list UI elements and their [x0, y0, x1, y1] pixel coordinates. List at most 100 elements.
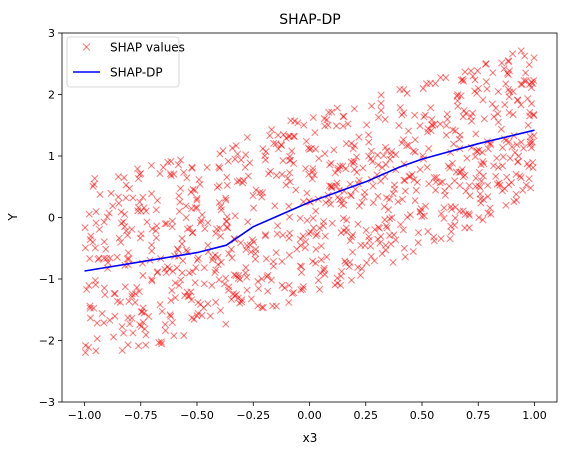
scatter-point [436, 179, 444, 187]
scatter-point [303, 216, 311, 225]
scatter-point [287, 117, 295, 125]
scatter-point [188, 163, 196, 171]
scatter-point [93, 319, 101, 327]
scatter-point [472, 147, 481, 155]
scatter-point [423, 163, 431, 171]
scatter-point [243, 241, 251, 250]
scatter-point [363, 259, 371, 267]
scatter-point [406, 211, 414, 219]
scatter-point [171, 294, 179, 302]
scatter-point [142, 341, 150, 349]
scatter-point [227, 245, 235, 253]
y-tick-label: 1 [48, 150, 55, 163]
scatter-point [309, 257, 317, 265]
scatter-points [81, 47, 538, 357]
scatter-point [92, 219, 100, 227]
scatter-point [81, 348, 90, 357]
scatter-point [314, 276, 323, 284]
scatter-point [416, 208, 424, 216]
scatter-point [473, 89, 481, 97]
scatter-point [441, 187, 449, 195]
scatter-point [297, 268, 306, 277]
scatter-point [86, 314, 95, 322]
scatter-point [119, 218, 128, 226]
scatter-point [477, 161, 485, 169]
scatter-point [161, 220, 169, 228]
scatter-point [325, 108, 333, 116]
scatter-point [449, 126, 457, 134]
scatter-point [134, 342, 143, 350]
scatter-point [494, 110, 502, 118]
scatter-point [403, 141, 411, 150]
scatter-point [486, 141, 495, 149]
scatter-point [369, 182, 377, 190]
scatter-point [365, 138, 373, 146]
scatter-point [296, 214, 304, 222]
scatter-point [504, 85, 513, 94]
scatter-point [238, 296, 246, 304]
scatter-point [332, 122, 341, 130]
scatter-point [454, 102, 462, 110]
scatter-point [325, 196, 333, 204]
scatter-point [456, 207, 464, 215]
scatter-point [390, 185, 399, 193]
scatter-point [467, 117, 476, 125]
scatter-point [522, 77, 530, 85]
scatter-point [128, 225, 136, 233]
scatter-point [519, 144, 528, 152]
scatter-point [382, 194, 391, 202]
scatter-point [408, 171, 416, 179]
scatter-point [242, 151, 250, 159]
scatter-point [526, 138, 534, 146]
scatter-point [254, 277, 262, 286]
scatter-point [223, 173, 231, 181]
scatter-point [388, 214, 396, 222]
scatter-point [349, 159, 358, 167]
scatter-point [348, 248, 357, 256]
scatter-point [279, 231, 287, 239]
scatter-point [411, 148, 419, 156]
scatter-point [107, 189, 115, 197]
scatter-point [222, 217, 231, 225]
scatter-point [382, 222, 391, 230]
scatter-point [528, 100, 536, 108]
scatter-point [117, 208, 125, 216]
x-axis-label: x3 [303, 431, 318, 445]
scatter-point [440, 204, 448, 212]
scatter-point [193, 204, 201, 212]
scatter-point [430, 174, 438, 182]
scatter-point [118, 322, 126, 331]
scatter-point [215, 164, 224, 172]
scatter-point [319, 222, 327, 230]
scatter-point [176, 184, 185, 193]
scatter-point [96, 190, 104, 199]
scatter-point [220, 280, 229, 288]
scatter-point [229, 290, 238, 298]
scatter-point [170, 332, 178, 340]
y-tick-label: −1 [39, 273, 55, 286]
scatter-point [411, 136, 419, 144]
scatter-point [381, 115, 389, 123]
scatter-point [141, 325, 149, 333]
scatter-point [446, 235, 454, 243]
scatter-point [501, 101, 509, 109]
scatter-point [228, 144, 236, 152]
scatter-point [157, 338, 165, 346]
scatter-point [256, 188, 264, 197]
scatter-point [261, 232, 269, 240]
scatter-point [427, 127, 435, 135]
scatter-point [321, 270, 329, 278]
scatter-point [369, 199, 377, 207]
scatter-point [483, 85, 491, 93]
scatter-point [133, 283, 141, 292]
scatter-point [377, 232, 385, 240]
scatter-point [519, 186, 527, 194]
scatter-point [115, 234, 123, 242]
y-tick-label: 0 [48, 212, 55, 225]
scatter-point [272, 248, 280, 257]
scatter-point [123, 231, 132, 239]
scatter-point [110, 290, 118, 298]
scatter-point [321, 232, 329, 240]
scatter-point [376, 239, 384, 247]
scatter-point [285, 251, 294, 259]
